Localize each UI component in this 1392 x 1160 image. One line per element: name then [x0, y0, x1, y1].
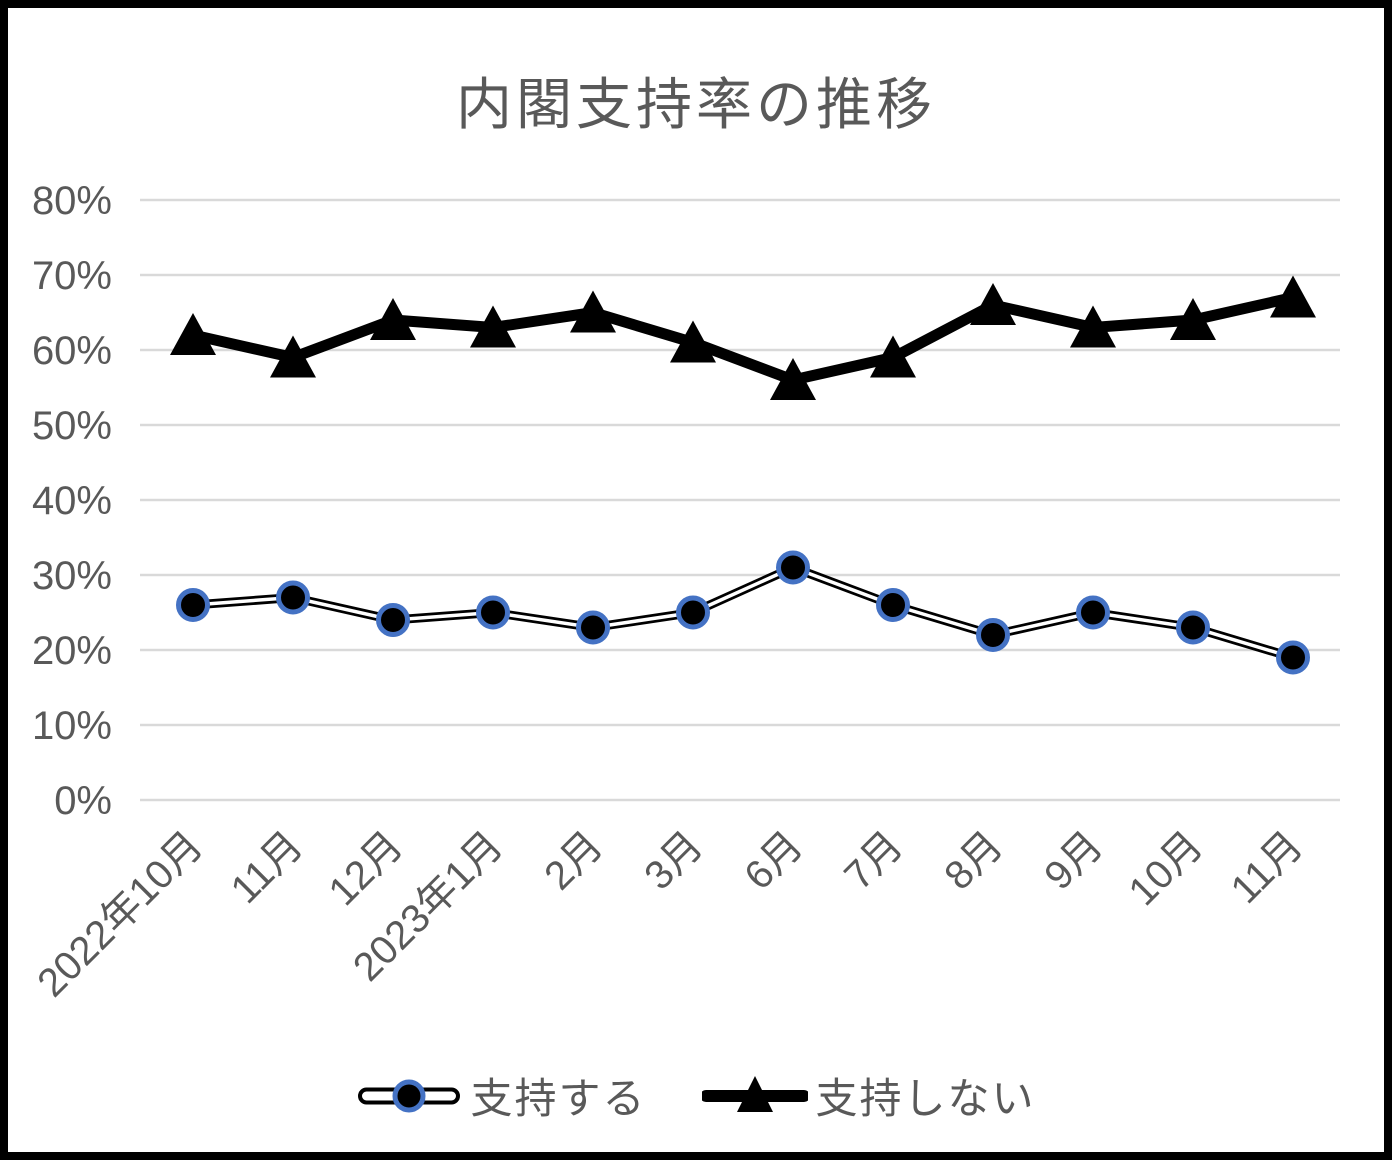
y-axis-tick-label: 50% [32, 404, 112, 448]
approve-marker-circle [576, 610, 610, 645]
disapprove-marker-triangle [770, 358, 816, 400]
y-axis-tick-label: 40% [32, 479, 112, 523]
approve-marker-circle [676, 595, 710, 630]
x-axis-tick-label: 3月 [636, 823, 711, 898]
chart-title: 内閣支持率の推移 [456, 73, 936, 136]
disapprove-marker-triangle [1270, 275, 1316, 318]
x-axis-tick-label: 2022年10月 [29, 823, 211, 1005]
disapprove-marker-triangle [470, 305, 516, 348]
disapprove-marker-triangle [270, 335, 316, 378]
legend-label-approve: 支持する [470, 1075, 647, 1122]
disapprove-marker-triangle [570, 290, 616, 333]
x-axis-tick-label: 7月 [836, 823, 911, 898]
y-axis-tick-label: 80% [32, 179, 112, 223]
line-chart-plot-area: 0%10%20%30%40%50%60%70%80%2022年10月 11月 12月… [29, 179, 1340, 1005]
disapprove-marker-triangle [1070, 305, 1116, 348]
x-axis-tick-label: 9月 [1036, 823, 1111, 898]
y-axis-tick-label: 20% [32, 629, 112, 673]
disapprove-marker-triangle [370, 298, 416, 340]
y-axis-tick-label: 70% [32, 254, 112, 298]
approve-marker-circle [476, 595, 510, 630]
legend-item-disapprove: 支持しない [701, 1065, 1036, 1126]
x-axis-tick-label: 2月 [536, 823, 611, 898]
x-axis-tick-label: 12月 [321, 823, 412, 914]
disapprove-marker-triangle [1170, 298, 1216, 340]
approve-marker-circle [276, 580, 310, 615]
disapprove-marker-triangle [670, 320, 716, 363]
approve-marker-circle [1176, 610, 1210, 645]
x-axis-tick-label: 6月 [736, 823, 811, 898]
approve-marker-circle [1276, 640, 1310, 675]
disapprove-marker-triangle [170, 313, 216, 355]
disapprove-line-marker-icon [701, 1075, 808, 1112]
approve-marker-circle [176, 588, 210, 622]
approve-line-core [192, 565, 1294, 660]
y-axis-tick-label: 0% [54, 779, 112, 823]
approve-marker-circle [776, 550, 810, 585]
y-axis-tick-label: 30% [32, 554, 112, 598]
legend-label-disapprove: 支持しない [815, 1075, 1036, 1122]
legend-item-approve: 支持する [356, 1065, 646, 1126]
approve-marker-circle [1076, 595, 1110, 630]
approve-line-marker-icon [358, 1079, 461, 1112]
y-axis-tick-label: 10% [32, 704, 112, 748]
x-axis-tick-label: 8月 [936, 823, 1011, 898]
disapprove-line [191, 292, 1295, 386]
disapprove-marker-triangle [970, 283, 1016, 325]
x-axis-tick-label: 11月 [223, 823, 312, 912]
y-axis-tick-label: 60% [32, 329, 112, 373]
legend: 支持する 支持しない [8, 1065, 1384, 1126]
approve-marker-circle [976, 618, 1010, 652]
approve-marker-circle [876, 588, 910, 622]
x-axis-tick-label: 11月 [1223, 823, 1312, 912]
approve-marker-circle [376, 603, 410, 637]
disapprove-marker-triangle [870, 335, 916, 378]
x-axis-tick-label: 10月 [1121, 823, 1212, 914]
